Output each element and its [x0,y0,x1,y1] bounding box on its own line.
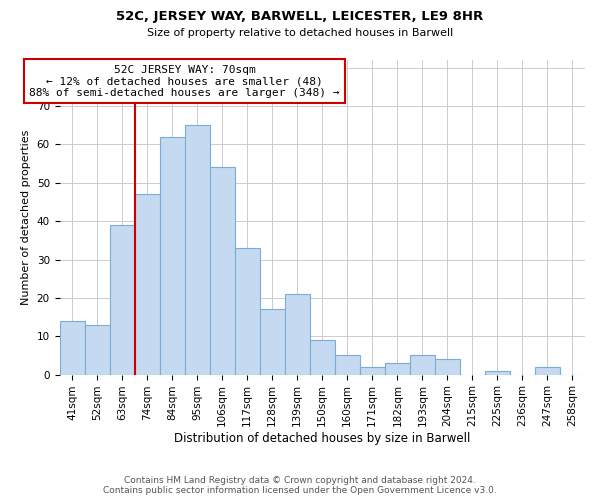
Y-axis label: Number of detached properties: Number of detached properties [21,130,31,305]
Bar [435,360,460,374]
Bar [535,367,560,374]
Bar [260,310,285,374]
Text: Contains HM Land Registry data © Crown copyright and database right 2024.
Contai: Contains HM Land Registry data © Crown c… [103,476,497,495]
Bar [285,294,310,374]
Bar [134,194,160,374]
Bar [385,363,410,374]
Bar [85,324,110,374]
Bar [360,367,385,374]
Bar [485,371,510,374]
Bar [185,125,209,374]
Bar [110,225,134,374]
Bar [235,248,260,374]
X-axis label: Distribution of detached houses by size in Barwell: Distribution of detached houses by size … [174,432,470,445]
Bar [310,340,335,374]
Bar [59,321,85,374]
Bar [209,168,235,374]
Bar [335,356,360,374]
Bar [410,356,435,374]
Bar [160,136,185,374]
Text: Size of property relative to detached houses in Barwell: Size of property relative to detached ho… [147,28,453,38]
Text: 52C, JERSEY WAY, BARWELL, LEICESTER, LE9 8HR: 52C, JERSEY WAY, BARWELL, LEICESTER, LE9… [116,10,484,23]
Text: 52C JERSEY WAY: 70sqm
← 12% of detached houses are smaller (48)
88% of semi-deta: 52C JERSEY WAY: 70sqm ← 12% of detached … [29,64,340,98]
